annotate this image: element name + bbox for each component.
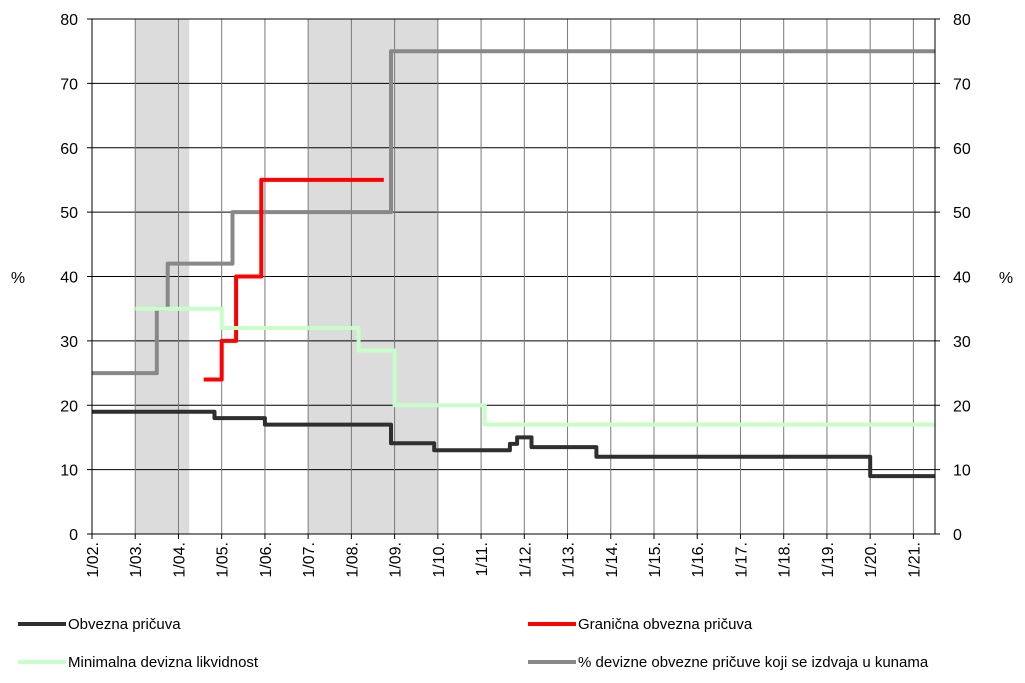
- x-tick-label: 1/21.: [906, 542, 923, 578]
- legend-label-1: Obvezna pričuva: [68, 616, 181, 633]
- x-tick-label: 1/17.: [733, 542, 750, 578]
- x-tick-label: 1/04.: [171, 542, 188, 578]
- y-tick-label-left: 20: [60, 398, 78, 415]
- y-tick-label-right: 80: [953, 12, 971, 29]
- x-tick-label: 1/12.: [517, 542, 534, 578]
- legend-label-4: % devizne obvezne pričuve koji se izdvaj…: [578, 654, 929, 671]
- x-tick-label: 1/19.: [820, 542, 837, 578]
- x-tick-label: 1/03.: [128, 542, 145, 578]
- series-line-4: [92, 49, 935, 376]
- x-tick-label: 1/13.: [561, 542, 578, 578]
- y-tick-label-left: 30: [60, 334, 78, 351]
- y-tick-label-left: 50: [60, 205, 78, 222]
- y-tick-label-right: 20: [953, 398, 971, 415]
- y-axis-label-right: %: [999, 270, 1013, 287]
- x-tick-label: 1/18.: [777, 542, 794, 578]
- y-axis-label-left: %: [11, 270, 25, 287]
- x-tick-label: 1/08.: [344, 542, 361, 578]
- x-tick-label: 1/16.: [690, 542, 707, 578]
- y-tick-label-right: 60: [953, 141, 971, 158]
- series-line-3: [135, 306, 935, 427]
- y-tick-label-left: 60: [60, 141, 78, 158]
- x-tick-label: 1/15.: [647, 542, 664, 578]
- legend-label-2: Granična obvezna pričuva: [578, 616, 753, 633]
- x-tick-label: 1/20.: [863, 542, 880, 578]
- x-tick-label: 1/07.: [301, 542, 318, 578]
- y-tick-label-right: 40: [953, 270, 971, 287]
- y-tick-label-left: 80: [60, 12, 78, 29]
- y-tick-label-right: 0: [953, 527, 962, 544]
- y-tick-label-left: 0: [69, 527, 78, 544]
- x-tick-label: 1/11.: [474, 542, 491, 576]
- y-tick-label-left: 10: [60, 463, 78, 480]
- x-tick-label: 1/10.: [431, 542, 448, 578]
- y-tick-label-right: 50: [953, 205, 971, 222]
- x-tick-label: 1/14.: [604, 542, 621, 578]
- y-tick-label-right: 70: [953, 76, 971, 93]
- series-line-1: [92, 409, 935, 479]
- x-tick-label: 1/02.: [85, 542, 102, 578]
- y-tick-label-left: 40: [60, 270, 78, 287]
- x-tick-label: 1/09.: [388, 542, 405, 578]
- x-tick-label: 1/05.: [215, 542, 232, 578]
- y-tick-label-left: 70: [60, 76, 78, 93]
- y-tick-label-right: 30: [953, 334, 971, 351]
- x-tick-label: 1/06.: [258, 542, 275, 578]
- series-line-2: [203, 177, 384, 382]
- legend-label-3: Minimalna devizna likvidnost: [68, 654, 259, 671]
- y-tick-label-right: 10: [953, 463, 971, 480]
